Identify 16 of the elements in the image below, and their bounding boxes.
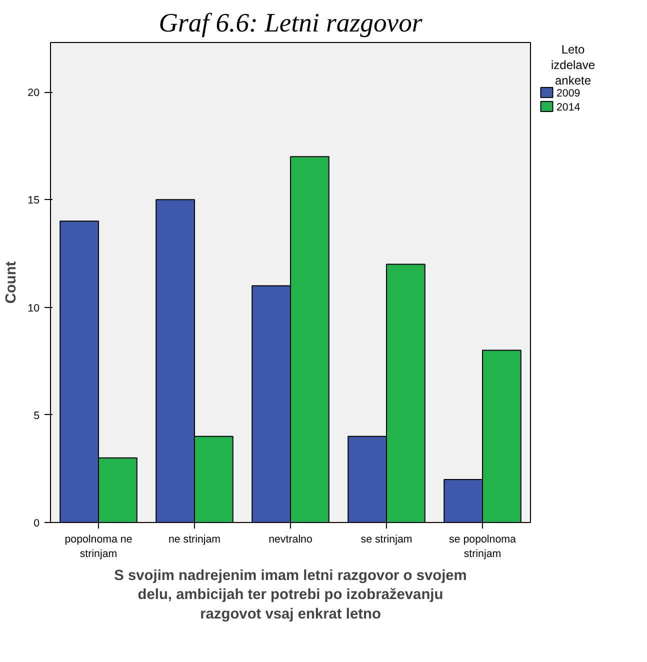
x-axis-title: S svojim nadrejenim imam letni razgovor o svojem delu, ambicijah ter potrebi po izobraževanju razgovot vsaj enkrat letno	[114, 568, 467, 622]
x-tick-label: nevtralno	[268, 534, 312, 546]
y-tick-label: 10	[28, 302, 40, 314]
x-tick-label: se popolnoma strinjam	[449, 534, 516, 560]
x-tick-label: se strinjam	[360, 534, 412, 546]
y-tick-label: 5	[34, 410, 40, 422]
x-tick-label: popolnoma ne strinjam	[64, 534, 132, 560]
x-tick-label: ne strinjam	[168, 534, 221, 546]
y-tick-label: 15	[28, 194, 40, 207]
legend-title: Leto izdelave ankete	[550, 42, 596, 88]
legend-label: 2014	[556, 102, 580, 114]
legend-label: 2009	[556, 88, 580, 100]
chart-title: Graf 6.6: Letni razgovor	[158, 8, 423, 38]
y-axis-title: Count	[4, 261, 20, 304]
y-tick-label: 20	[28, 87, 40, 100]
y-tick-label: 0	[34, 518, 40, 530]
